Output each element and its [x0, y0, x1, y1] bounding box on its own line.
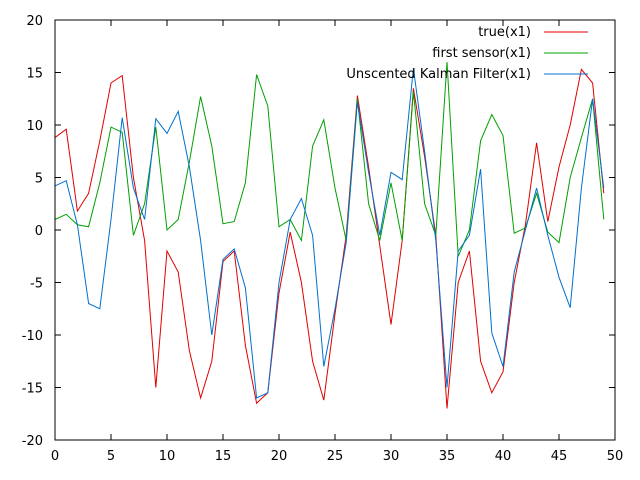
y-tick-label: 10 — [26, 119, 43, 134]
y-tick-label: 15 — [26, 67, 43, 82]
x-tick-label: 10 — [159, 449, 176, 464]
axis-ticks — [54, 19, 616, 441]
y-tick-label: 0 — [35, 224, 43, 239]
x-tick-label: 50 — [607, 449, 624, 464]
x-tick-label: 30 — [383, 449, 400, 464]
y-tick-label: 20 — [26, 14, 43, 29]
plot-lines — [54, 61, 605, 409]
series-line-3 — [54, 68, 605, 399]
series-line-1 — [54, 68, 605, 409]
legend-label-3: Unscented Kalman Filter(x1) — [346, 67, 531, 82]
plot-frame — [54, 19, 616, 441]
x-tick-label: 35 — [439, 449, 456, 464]
y-tick-label: -5 — [30, 277, 43, 292]
x-tick-label: 40 — [495, 449, 512, 464]
x-tick-label: 45 — [551, 449, 568, 464]
x-tick-label: 20 — [271, 449, 288, 464]
x-tick-label: 15 — [215, 449, 232, 464]
legend-label-2: first sensor(x1) — [432, 46, 531, 61]
axis-tick-labels: 0 5 10 15 20 25 30 35 40 45 50 -20 -15 -10 -5 0 5 10 15 20 — [22, 14, 624, 464]
series-line-2 — [54, 61, 605, 257]
y-tick-label: -20 — [22, 434, 43, 449]
y-tick-label: -15 — [22, 382, 43, 397]
y-tick-label: 5 — [35, 172, 43, 187]
x-tick-label: 25 — [327, 449, 344, 464]
x-tick-label: 0 — [51, 449, 59, 464]
y-tick-label: -10 — [22, 329, 43, 344]
x-tick-label: 5 — [107, 449, 115, 464]
legend-label-1: true(x1) — [478, 25, 531, 40]
legend: true(x1) first sensor(x1) Unscented Kalman… — [346, 25, 588, 82]
